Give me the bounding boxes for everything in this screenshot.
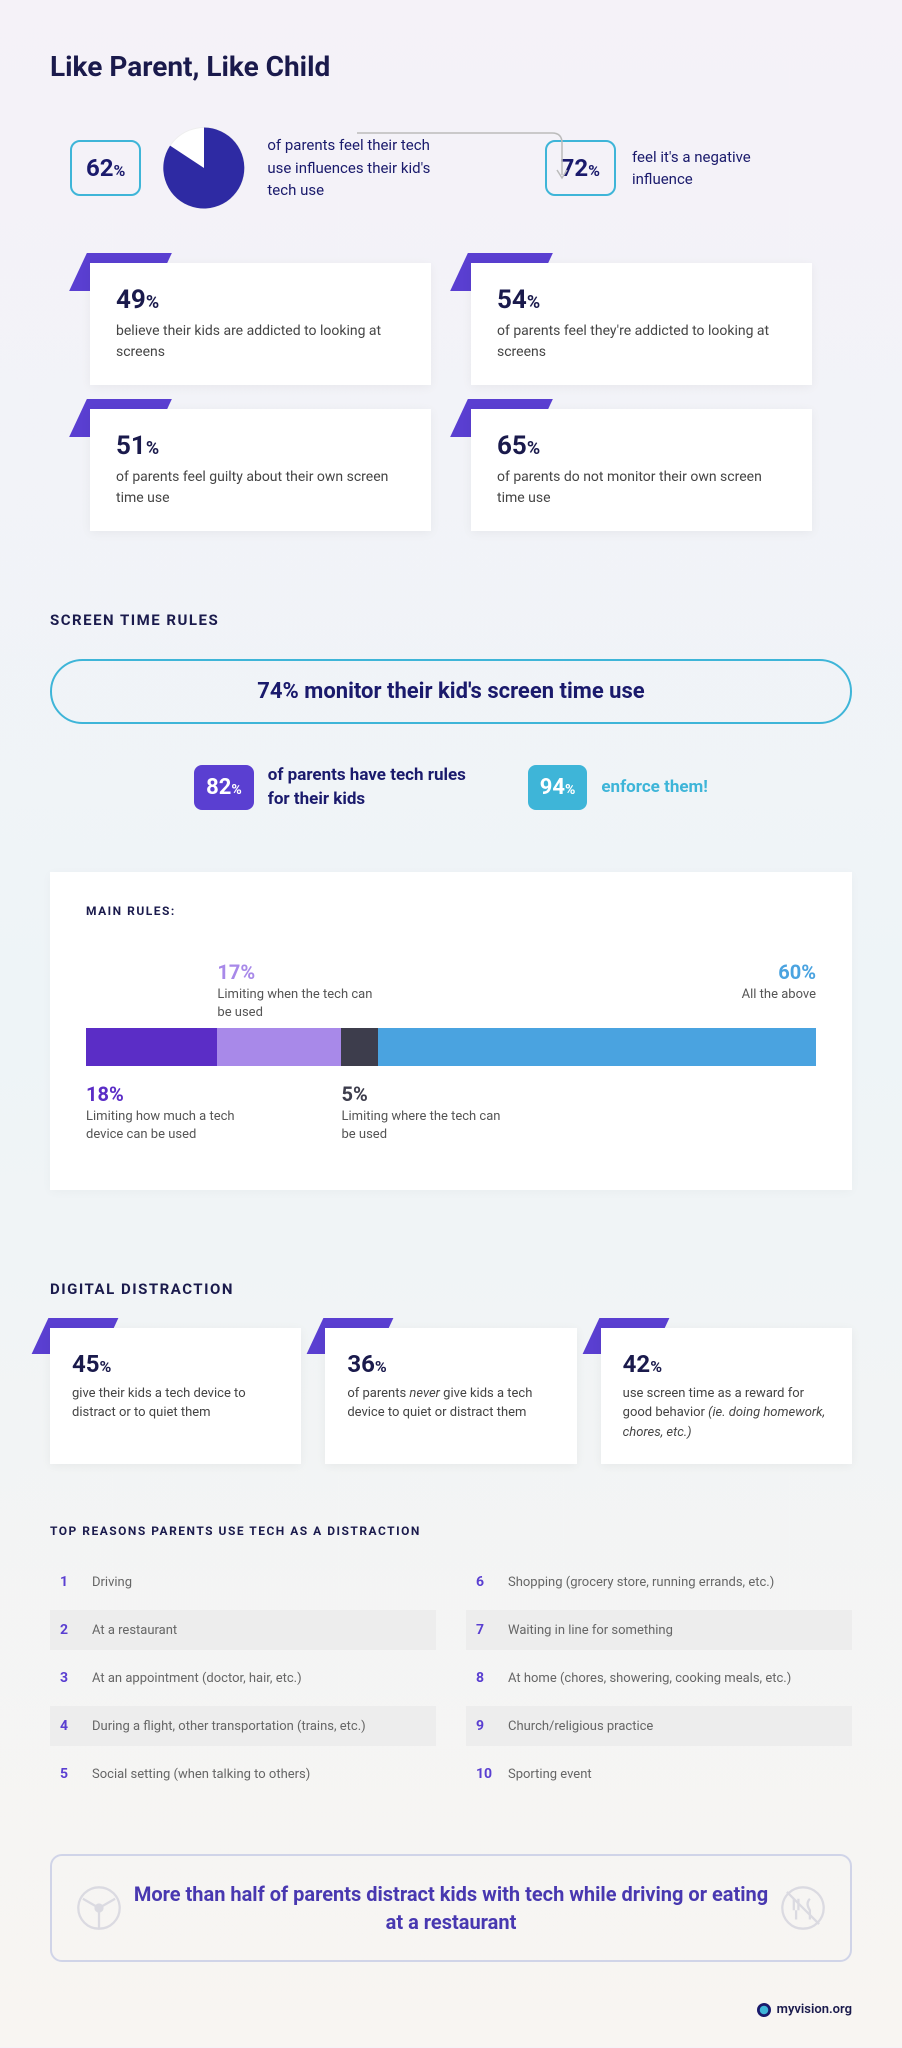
- reason-item: 1 Driving: [50, 1562, 436, 1602]
- bar-label: 17%Limiting when the tech can be used: [217, 958, 387, 1022]
- reason-text: Social setting (when talking to others): [92, 1767, 310, 1782]
- reason-number: 6: [476, 1574, 494, 1590]
- have-rules-text: of parents have tech rules for their kid…: [268, 764, 468, 812]
- reason-text: Waiting in line for something: [508, 1623, 673, 1638]
- reason-number: 9: [476, 1718, 494, 1734]
- have-rules-badge: 82%: [194, 765, 254, 810]
- bar-label: 5%Limiting where the tech can be used: [342, 1080, 512, 1144]
- reason-number: 1: [60, 1574, 78, 1590]
- stat-card: 49% believe their kids are addicted to lo…: [90, 263, 431, 385]
- bar-label: 60%All the above: [742, 958, 816, 1004]
- reason-number: 10: [476, 1766, 494, 1782]
- enforce-text: enforce them!: [601, 776, 708, 800]
- reason-item: 10 Sporting event: [466, 1754, 852, 1794]
- hero-row: 62% of parents feel their tech use influ…: [50, 123, 852, 213]
- footer-logo-icon: [757, 2003, 771, 2017]
- pie-chart-icon: [159, 123, 249, 213]
- card-pct: 49%: [116, 285, 405, 315]
- callout-box: More than half of parents distract kids …: [50, 1854, 852, 1962]
- main-rules-heading: MAIN RULES:: [86, 904, 816, 918]
- bar-segment: [341, 1028, 378, 1066]
- reason-text: At home (chores, showering, cooking meal…: [508, 1671, 791, 1686]
- stacked-bar: [86, 1028, 816, 1066]
- reason-text: At a restaurant: [92, 1623, 177, 1638]
- card-pct: 51%: [116, 431, 405, 461]
- distraction-card: 45% give their kids a tech device to dist…: [50, 1328, 301, 1465]
- reason-item: 2 At a restaurant: [50, 1610, 436, 1650]
- page-title: Like Parent, Like Child: [50, 50, 852, 83]
- hero-right-text: feel it's a negative influence: [632, 146, 812, 191]
- reason-number: 8: [476, 1670, 494, 1686]
- reason-number: 4: [60, 1718, 78, 1734]
- stat-card: 54% of parents feel they're addicted to l…: [471, 263, 812, 385]
- main-rules-box: MAIN RULES: 17%Limiting when the tech ca…: [50, 872, 852, 1190]
- reason-item: 5 Social setting (when talking to others): [50, 1754, 436, 1794]
- card-pct: 65%: [497, 431, 786, 461]
- monitor-box: 74% monitor their kid's screen time use: [50, 659, 852, 724]
- distraction-cards: 45% give their kids a tech device to dist…: [50, 1328, 852, 1465]
- footer: myvision.org: [50, 2002, 852, 2017]
- bar-segment: [378, 1028, 816, 1066]
- card-desc: of parents do not monitor their own scre…: [497, 467, 786, 509]
- distraction-heading: DIGITAL DISTRACTION: [50, 1280, 852, 1298]
- card-desc: believe their kids are addicted to looki…: [116, 321, 405, 363]
- distraction-card: 42% use screen time as a reward for good …: [601, 1328, 852, 1465]
- steering-wheel-icon: [76, 1885, 122, 1931]
- bar-labels-bottom: 18%Limiting how much a tech device can b…: [86, 1080, 816, 1150]
- stat-card: 51% of parents feel guilty about their ow…: [90, 409, 431, 531]
- enforce-badge: 94%: [528, 765, 588, 810]
- hero-right: 72% feel it's a negative influence: [545, 140, 812, 196]
- reason-text: At an appointment (doctor, hair, etc.): [92, 1671, 302, 1686]
- bar-label: 18%Limiting how much a tech device can b…: [86, 1080, 256, 1144]
- rules-row: 82% of parents have tech rules for their…: [50, 764, 852, 812]
- reasons-list: 1 Driving 6 Shopping (grocery store, runnin…: [50, 1562, 852, 1794]
- stat-card: 65% of parents do not monitor their own s…: [471, 409, 812, 531]
- reason-item: 8 At home (chores, showering, cooking mea…: [466, 1658, 852, 1698]
- reason-number: 2: [60, 1622, 78, 1638]
- bar-segment: [217, 1028, 341, 1066]
- no-food-icon: [780, 1885, 826, 1931]
- reason-number: 7: [476, 1622, 494, 1638]
- callout-text: More than half of parents distract kids …: [134, 1882, 768, 1934]
- reason-text: Shopping (grocery store, running errands…: [508, 1575, 774, 1590]
- stat-cards-grid: 49% believe their kids are addicted to lo…: [90, 263, 812, 531]
- have-rules-item: 82% of parents have tech rules for their…: [194, 764, 468, 812]
- reason-number: 3: [60, 1670, 78, 1686]
- reason-item: 3 At an appointment (doctor, hair, etc.): [50, 1658, 436, 1698]
- reason-number: 5: [60, 1766, 78, 1782]
- card-pct: 42%: [623, 1350, 830, 1378]
- card-pct: 54%: [497, 285, 786, 315]
- hero-left-pct-box: 62%: [70, 140, 141, 196]
- card-desc: of parents feel guilty about their own s…: [116, 467, 405, 509]
- card-desc: use screen time as a reward for good beh…: [623, 1384, 830, 1443]
- bar-segment: [86, 1028, 217, 1066]
- enforce-item: 94% enforce them!: [528, 765, 708, 810]
- bar-labels-top: 17%Limiting when the tech can be used 60%…: [86, 958, 816, 1028]
- footer-text: myvision.org: [777, 2002, 852, 2017]
- card-pct: 45%: [72, 1350, 279, 1378]
- rules-heading: SCREEN TIME RULES: [50, 611, 852, 629]
- reason-item: 4 During a flight, other transportation (…: [50, 1706, 436, 1746]
- card-desc: of parents feel they're addicted to look…: [497, 321, 786, 363]
- reason-item: 6 Shopping (grocery store, running errand…: [466, 1562, 852, 1602]
- distraction-card: 36% of parents never give kids a tech dev…: [325, 1328, 576, 1465]
- reason-item: 7 Waiting in line for something: [466, 1610, 852, 1650]
- reason-text: Sporting event: [508, 1767, 592, 1782]
- card-pct: 36%: [347, 1350, 554, 1378]
- hero-left: 62% of parents feel their tech use influ…: [70, 123, 447, 213]
- card-desc: of parents never give kids a tech device…: [347, 1384, 554, 1423]
- hero-left-text: of parents feel their tech use influence…: [267, 134, 447, 202]
- card-desc: give their kids a tech device to distrac…: [72, 1384, 279, 1423]
- reasons-heading: TOP REASONS PARENTS USE TECH AS A DISTRA…: [50, 1524, 852, 1538]
- reason-text: Church/religious practice: [508, 1719, 653, 1734]
- hero-right-pct-box: 72%: [545, 140, 616, 196]
- reason-item: 9 Church/religious practice: [466, 1706, 852, 1746]
- reason-text: During a flight, other transportation (t…: [92, 1719, 366, 1734]
- reason-text: Driving: [92, 1575, 132, 1590]
